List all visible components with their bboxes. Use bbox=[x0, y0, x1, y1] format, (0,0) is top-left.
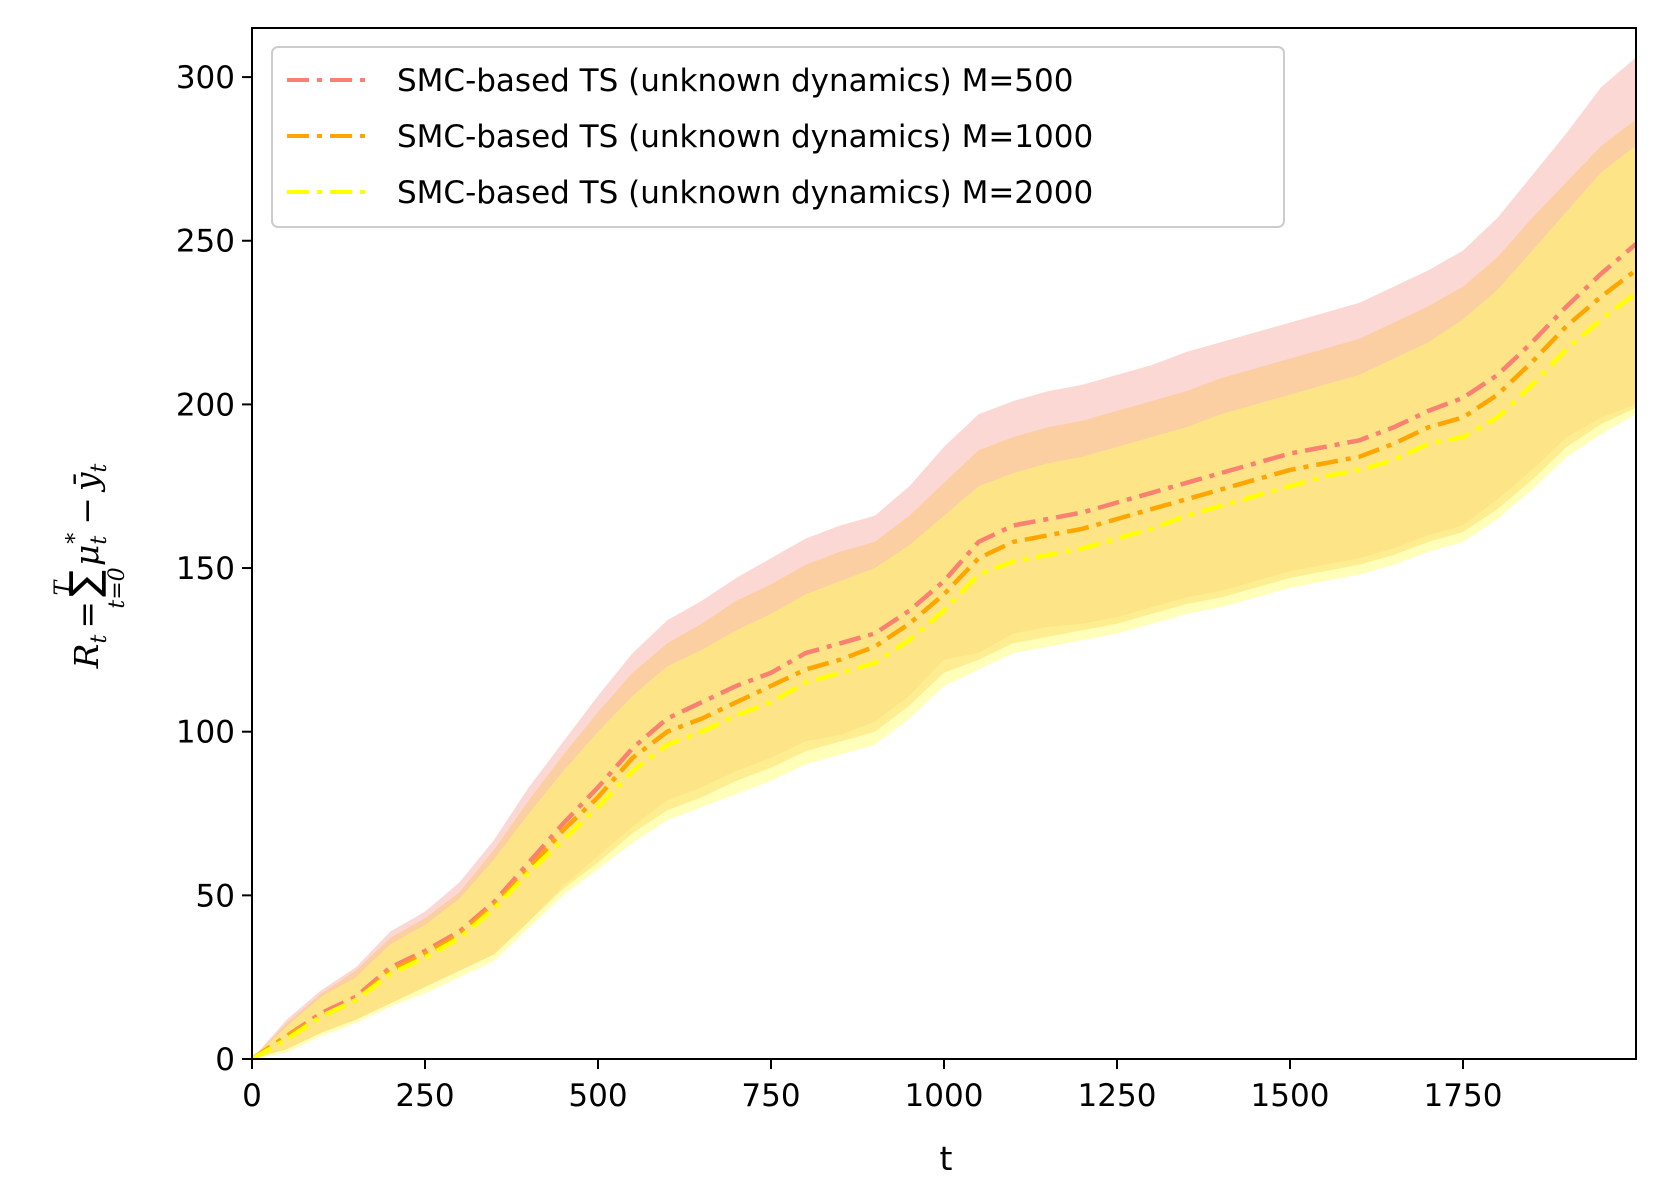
y-tick-label: 0 bbox=[215, 1042, 235, 1078]
x-tick-label: 500 bbox=[568, 1078, 627, 1114]
line-m500 bbox=[252, 242, 1636, 1059]
ylabel-mu: μ bbox=[67, 545, 106, 566]
ylabel-sum-lower: t=0 bbox=[105, 567, 130, 608]
x-ticks: 0 250 500 750 1000 1250 1500 1750 bbox=[242, 1059, 1502, 1114]
line-m1000 bbox=[252, 268, 1636, 1059]
y-axis-label: Rt=∑μt*−ȳt T t=0 bbox=[51, 463, 130, 669]
y-tick-label: 150 bbox=[176, 551, 235, 587]
legend-label-m1000: SMC-based TS (unknown dynamics) M=1000 bbox=[397, 119, 1093, 155]
ylabel-r: R bbox=[67, 644, 106, 670]
ylabel-mu-sup: * bbox=[63, 533, 88, 544]
lines-layer bbox=[252, 242, 1636, 1059]
band-m1000 bbox=[252, 119, 1636, 1059]
legend-label-m500: SMC-based TS (unknown dynamics) M=500 bbox=[397, 63, 1073, 99]
x-tick-label: 1500 bbox=[1251, 1078, 1330, 1114]
y-tick-label: 200 bbox=[176, 387, 235, 423]
ylabel-sum: ∑ bbox=[62, 570, 108, 597]
ylabel-minus: − bbox=[67, 497, 106, 525]
legend: SMC-based TS (unknown dynamics) M=500 SM… bbox=[271, 46, 1285, 228]
y-tick-label: 300 bbox=[176, 60, 235, 96]
ylabel-mu-sub: t bbox=[87, 536, 112, 545]
ylabel-equals: = bbox=[67, 601, 106, 629]
ylabel-ybar: ȳ bbox=[67, 472, 106, 493]
ylabel-r-sub: t bbox=[87, 635, 112, 644]
legend-box bbox=[271, 46, 1285, 228]
x-tick-label: 0 bbox=[242, 1078, 262, 1114]
x-axis-label: t bbox=[940, 1139, 953, 1178]
y-ticks: 0 50 100 150 200 250 300 bbox=[176, 60, 252, 1078]
x-tick-label: 1000 bbox=[905, 1078, 984, 1114]
x-tick-label: 1750 bbox=[1424, 1078, 1503, 1114]
ylabel-y-sub: t bbox=[87, 463, 112, 472]
legend-label-m2000: SMC-based TS (unknown dynamics) M=2000 bbox=[397, 175, 1093, 211]
x-tick-label: 750 bbox=[741, 1078, 800, 1114]
svg-text:Rt=∑μt*−ȳt: Rt=∑μt*−ȳt bbox=[62, 463, 112, 669]
band-m2000 bbox=[252, 145, 1636, 1059]
ylabel-sum-upper: T bbox=[51, 578, 76, 595]
y-tick-label: 250 bbox=[176, 224, 235, 260]
x-tick-label: 250 bbox=[395, 1078, 454, 1114]
y-tick-label: 50 bbox=[196, 878, 235, 914]
line-m2000 bbox=[252, 291, 1636, 1059]
y-tick-label: 100 bbox=[176, 715, 235, 751]
x-tick-label: 1250 bbox=[1078, 1078, 1157, 1114]
